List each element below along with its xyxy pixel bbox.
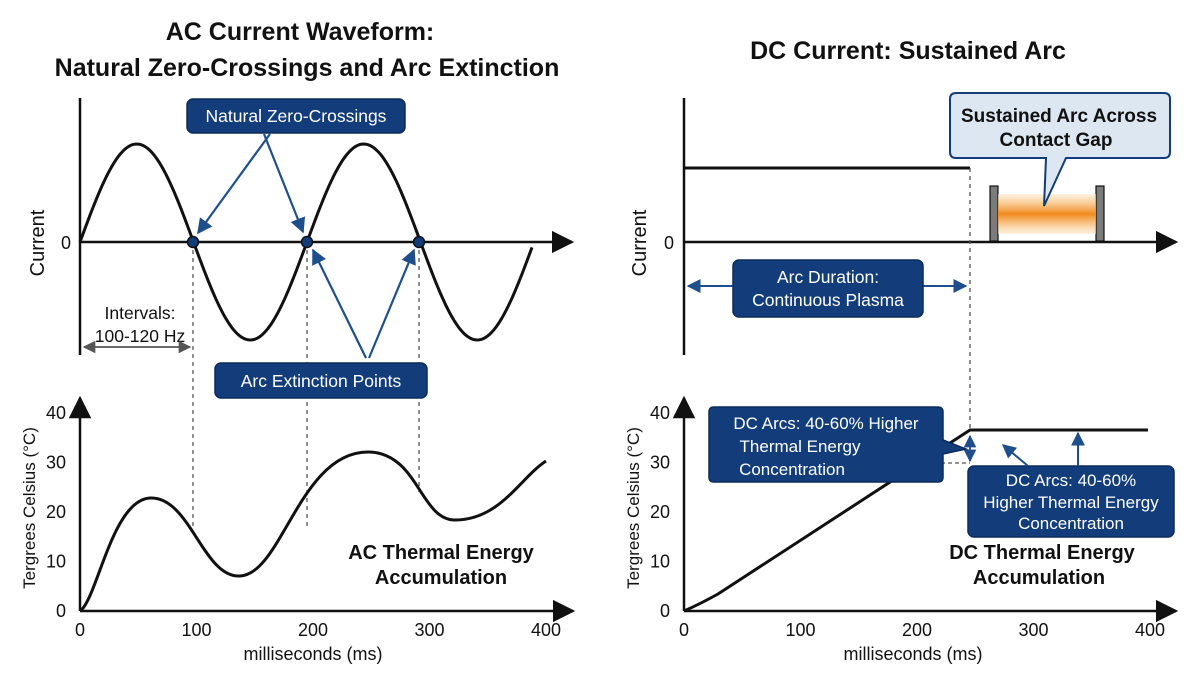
ac-thermal-curve: [78, 450, 547, 613]
left-x-tick-0: 0: [75, 620, 85, 640]
right-x-tick-100: 100: [785, 620, 815, 640]
right-temp-y-axis-label: Tergrees Celsius (°C): [624, 427, 643, 589]
right-x-tick-200: 200: [902, 620, 932, 640]
left-x-tick-300: 300: [414, 620, 444, 640]
left-x-tick-100: 100: [181, 620, 211, 640]
arc-extinction-callout-box: [214, 362, 428, 399]
left-x-tick-400: 400: [531, 620, 561, 640]
zero-crossings-arrow-2: [262, 133, 306, 234]
left-x-tick-200: 200: [298, 620, 328, 640]
zero-crossings-callout-box: [186, 98, 406, 134]
dc-thermal-curve: [683, 428, 1148, 613]
contact-left: [989, 185, 999, 242]
sustained-arc-callout-line1: Sustained Arc Across: [961, 106, 1157, 127]
left-y-tick-labels: 0 10 20 30 40: [46, 403, 66, 621]
right-zero-label: 0: [664, 233, 674, 253]
sustained-arc-callout-line2: Contact Gap: [1000, 130, 1113, 151]
left-y-tick-40: 40: [46, 403, 66, 423]
arc-duration-line2: Continuous Plasma: [752, 290, 904, 310]
dc-arcs-b-line3: Concentration: [1018, 514, 1124, 533]
left-temp-x-axis-label: milliseconds (ms): [243, 644, 382, 664]
zero-crossings-arrow-1: [197, 133, 271, 235]
right-x-tick-0: 0: [679, 620, 689, 640]
left-y-tick-0: 0: [56, 601, 66, 621]
right-y-tick-labels: 0 10 20 30 40: [650, 403, 670, 621]
zero-crossing-point-3: [412, 235, 426, 249]
sustained-arc-callout-bubble: [949, 92, 1171, 207]
right-x-tick-300: 300: [1018, 620, 1048, 640]
intervals-label-line1: Intervals:: [105, 303, 176, 323]
contact-right: [1095, 185, 1105, 242]
dc-arcs-a-line2: Thermal Energy: [740, 437, 861, 456]
left-y-tick-20: 20: [46, 502, 66, 522]
right-current-label: Current: [629, 209, 651, 276]
ac-thermal-label-line1: AC Thermal Energy: [348, 542, 534, 564]
right-y-tick-0: 0: [660, 601, 670, 621]
dc-arcs-a-line3: Concentration: [739, 460, 845, 479]
right-y-tick-20: 20: [650, 502, 670, 522]
left-y-tick-10: 10: [46, 552, 66, 572]
right-x-tick-400: 400: [1135, 620, 1165, 640]
left-temp-y-axis-label: Tergrees Celsius (°C): [20, 427, 39, 589]
left-y-tick-30: 30: [46, 453, 66, 473]
arc-extinction-arrow-2: [367, 248, 416, 359]
left-x-tick-labels: 0 100 200 300 400: [75, 620, 561, 640]
dc-thermal-label-line2: Accumulation: [973, 567, 1105, 589]
arc-duration-line1: Arc Duration:: [777, 267, 879, 287]
dc-arcs-b-line2: Higher Thermal Energy: [983, 493, 1159, 512]
right-temp-x-axis-label: milliseconds (ms): [843, 644, 982, 664]
dc-arcs-callout-b-box: [967, 465, 1175, 538]
left-title-line2: Natural Zero-Crossings and Arc Extinctio…: [55, 54, 560, 82]
intervals-label-line2: 100-120 Hz: [95, 326, 185, 346]
right-title: DC Current: Sustained Arc: [750, 37, 1066, 65]
dc-thermal-label-line1: DC Thermal Energy: [949, 542, 1135, 564]
dc-arcs-callout-a-box: [708, 406, 969, 483]
arc-extinction-callout-text: Arc Extinction Points: [241, 371, 402, 391]
zero-crossings-callout-text: Natural Zero-Crossings: [206, 106, 387, 126]
zero-crossing-point-1: [186, 235, 200, 249]
right-y-tick-30: 30: [650, 453, 670, 473]
left-current-label: Current: [27, 209, 49, 276]
arc-extinction-arrow-1: [312, 248, 367, 359]
dc-arcs-a-line1: DC Arcs: 40-60% Higher: [733, 414, 919, 433]
left-title-line1: AC Current Waveform:: [166, 18, 435, 46]
right-x-tick-labels: 0 100 200 300 400: [679, 620, 1165, 640]
ac-thermal-label-line2: Accumulation: [375, 567, 507, 589]
left-zero-label: 0: [61, 233, 71, 253]
zero-crossing-point-2: [300, 235, 314, 249]
right-y-tick-10: 10: [650, 552, 670, 572]
dc-arcs-b-line1: DC Arcs: 40-60%: [1006, 471, 1136, 490]
arc-duration-callout-box: [732, 259, 924, 318]
dc-arcs-b-arrow-1: [1001, 444, 1029, 467]
right-y-tick-40: 40: [650, 403, 670, 423]
